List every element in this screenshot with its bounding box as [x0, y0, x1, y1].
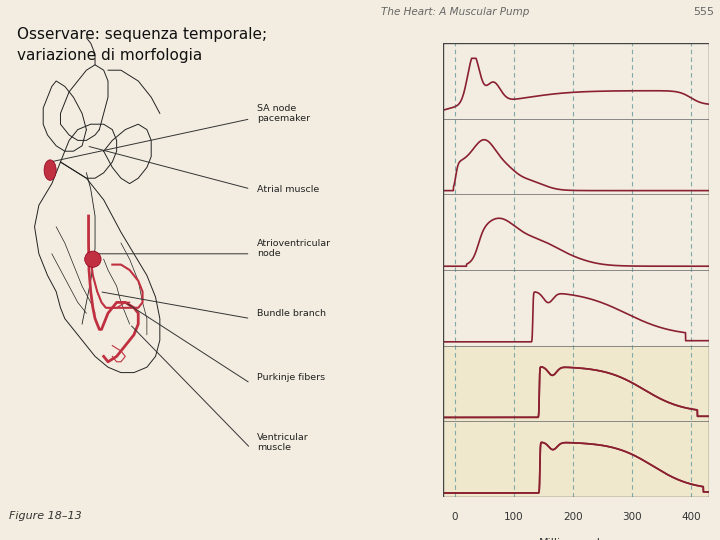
Text: Ventricular
muscle: Ventricular muscle: [257, 433, 309, 453]
Text: 200: 200: [563, 512, 583, 522]
Text: Atrioventricular
node: Atrioventricular node: [257, 239, 331, 258]
Bar: [443, 346, 709, 421]
Text: Atrial muscle: Atrial muscle: [257, 185, 319, 193]
Text: 400: 400: [682, 512, 701, 522]
Text: 100: 100: [504, 512, 523, 522]
Text: Figure 18–13: Figure 18–13: [9, 511, 81, 521]
Text: 0: 0: [451, 512, 458, 522]
Text: Milliseconds: Milliseconds: [539, 538, 607, 540]
Text: SA node
pacemaker: SA node pacemaker: [257, 104, 310, 123]
Text: Purkinje fibers: Purkinje fibers: [257, 374, 325, 382]
Text: 555: 555: [693, 6, 714, 17]
Text: The Heart: A Muscular Pump: The Heart: A Muscular Pump: [381, 6, 529, 17]
Text: Osservare: sequenza temporale;
variazione di morfologia: Osservare: sequenza temporale; variazion…: [17, 27, 267, 63]
Text: Bundle branch: Bundle branch: [257, 309, 326, 318]
Ellipse shape: [85, 251, 101, 267]
Text: 300: 300: [622, 512, 642, 522]
Ellipse shape: [44, 160, 56, 180]
Bar: [443, 421, 709, 497]
